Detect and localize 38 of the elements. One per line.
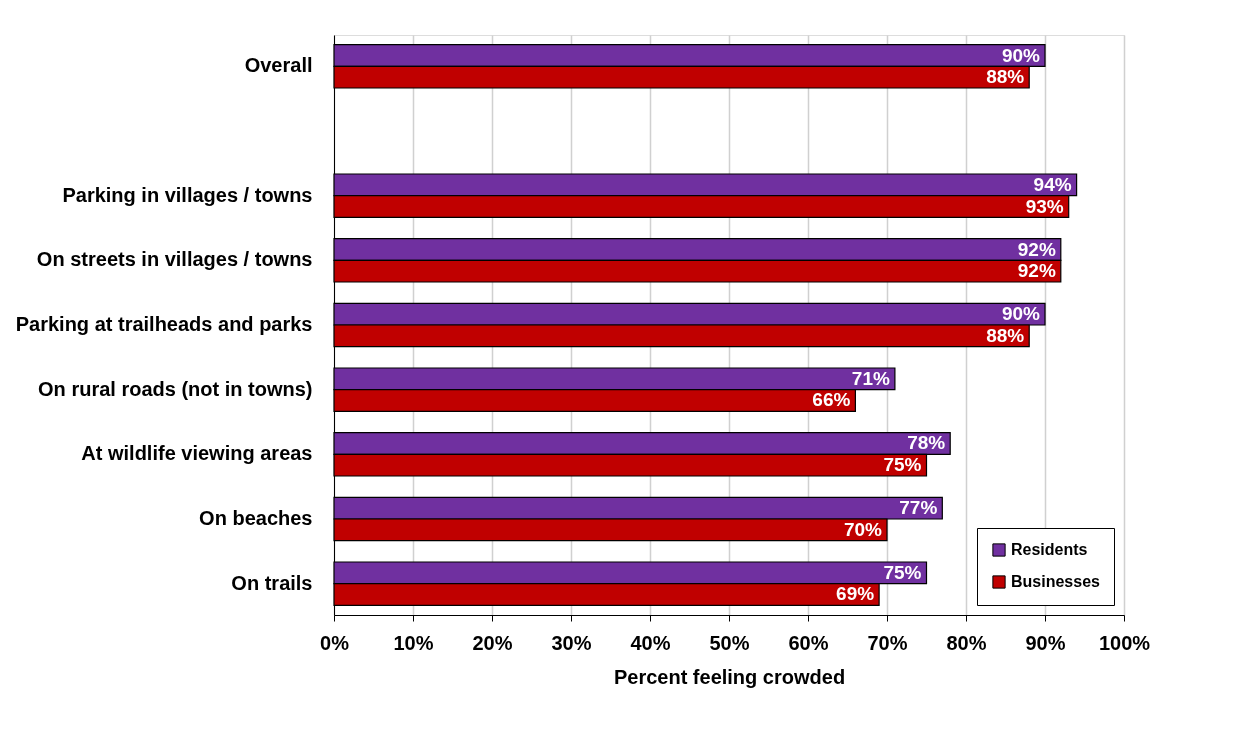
data-label: 75% [883,561,922,583]
data-label: 88% [986,66,1025,88]
x-tick-label: 30% [551,631,592,654]
legend-label: Residents [1011,541,1088,558]
y-tick-label: Parking at trailheads and parks [15,313,313,335]
x-tick-label: 80% [946,631,987,654]
data-label: 90% [1001,44,1041,66]
x-tick-label: 70% [867,631,908,654]
y-tick-label: Parking in villages / towns [62,183,313,206]
x-tick-label: 60% [788,631,829,654]
x-tick-label: 40% [630,631,671,654]
y-tick-label: On streets in villages / towns [36,248,313,271]
data-label: 70% [843,518,883,540]
x-tick-label: 90% [1025,631,1066,654]
data-label: 92% [1017,260,1056,282]
legend-label: Businesses [1011,573,1101,590]
y-tick-label: At wildlife viewing areas [81,442,313,465]
y-tick-label: On beaches [199,506,313,529]
x-tick-label: 100% [1098,631,1151,654]
x-axis-title: Percent feeling crowded [613,665,846,688]
data-label: 75% [883,454,922,476]
y-tick-label: On trails [231,571,313,594]
data-label: 90% [1001,303,1041,325]
data-label: 88% [986,324,1025,346]
x-tick-label: 50% [709,631,750,654]
data-label: 77% [899,497,938,519]
y-tick-label: On rural roads (not in towns) [38,377,313,400]
data-label: 69% [836,583,875,605]
data-label: 66% [812,389,851,411]
data-label: 93% [1025,195,1064,217]
x-tick-label: 20% [472,631,513,654]
x-tick-label: 0% [320,631,350,654]
data-label: 94% [1033,173,1072,195]
data-label: 71% [851,367,890,389]
y-tick-label: Overall [244,54,313,77]
data-label: 92% [1017,238,1056,260]
x-tick-label: 10% [393,631,434,654]
data-label: 78% [907,432,946,454]
